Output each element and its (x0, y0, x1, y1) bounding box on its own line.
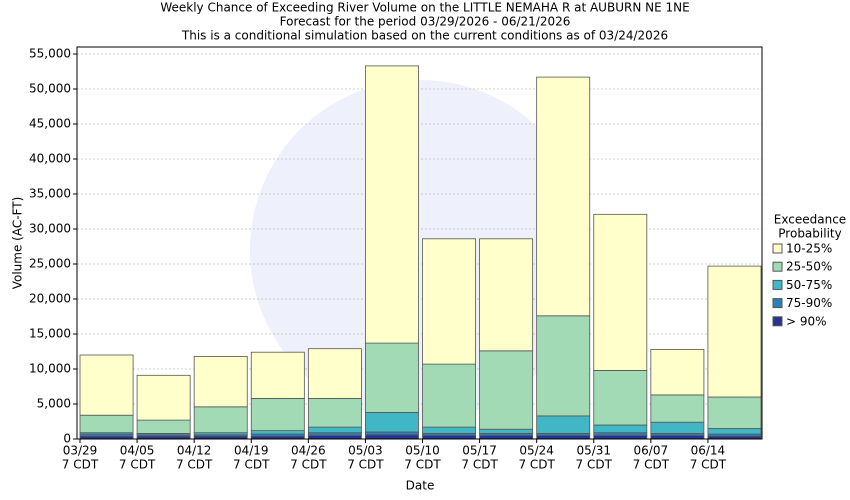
x-tick-label: 05/17 (462, 444, 497, 458)
y-tick-label: 5,000 (37, 397, 71, 411)
chart-title: Weekly Chance of Exceeding River Volume … (160, 1, 689, 15)
bar-segment (79, 414, 134, 434)
bar-segment (365, 411, 419, 433)
x-tick-label: 7 CDT (690, 458, 727, 472)
bar-segment (650, 394, 705, 423)
x-axis-label: Date (406, 479, 435, 493)
x-tick-label: 7 CDT (576, 458, 613, 472)
bar-segment (479, 435, 534, 440)
bar-segment (707, 396, 762, 429)
bar-segment (593, 432, 648, 436)
x-tick-label: 06/07 (634, 444, 669, 458)
legend-label: 10-25% (786, 242, 832, 256)
legend-swatch (772, 243, 783, 254)
bar-segment (79, 354, 134, 416)
bar-segment (593, 424, 648, 434)
bar-segment (365, 434, 419, 440)
y-tick-label: 40,000 (29, 152, 71, 166)
x-tick-label: 04/19 (234, 444, 269, 458)
legend-swatch (772, 261, 783, 272)
bar-segment (250, 351, 305, 399)
bar-segment (307, 426, 362, 434)
x-tick-label: 04/26 (291, 444, 326, 458)
legend-label: 50-75% (786, 278, 832, 292)
legend-title: Probability (778, 227, 841, 241)
bar-segment (422, 238, 476, 365)
bar-segment (422, 363, 476, 428)
x-tick-label: 05/31 (576, 444, 611, 458)
x-tick-label: 7 CDT (518, 458, 555, 472)
x-tick-label: 7 CDT (633, 458, 670, 472)
legend-label: 25-50% (786, 260, 832, 274)
y-tick-label: 10,000 (29, 362, 71, 376)
bar-segment (365, 431, 419, 436)
bar-segment (593, 213, 648, 371)
bar-segment (650, 421, 705, 434)
bar-segment (307, 348, 362, 399)
x-tick-label: 7 CDT (347, 458, 384, 472)
y-tick-label: 15,000 (29, 327, 71, 341)
bar-segment (479, 428, 534, 434)
bar-segment (193, 355, 248, 408)
bar-segment (593, 435, 648, 440)
bar-segment (650, 348, 705, 396)
bar-segment (536, 435, 591, 440)
bar-segment (365, 65, 419, 344)
x-tick-label: 06/14 (691, 444, 726, 458)
x-tick-label: 04/05 (120, 444, 155, 458)
bar-segment (707, 428, 762, 435)
bar-segment (536, 315, 591, 417)
bar-segment (536, 76, 591, 317)
bar-segment (593, 369, 648, 426)
y-tick-label: 0 (63, 432, 71, 446)
y-tick-label: 20,000 (29, 292, 71, 306)
bar-segment (479, 238, 534, 352)
x-tick-label: 7 CDT (233, 458, 270, 472)
bar-segment (365, 342, 419, 413)
bar-segment (650, 435, 705, 440)
plot-frame (76, 46, 763, 440)
x-tick-label: 04/12 (177, 444, 212, 458)
x-tick-label: 7 CDT (62, 458, 99, 472)
legend-swatch (772, 316, 783, 327)
x-tick-label: 7 CDT (404, 458, 441, 472)
bar-segment (250, 430, 305, 435)
bar-segment (136, 374, 191, 421)
legend-swatch (772, 279, 783, 290)
x-tick-label: 03/29 (63, 444, 98, 458)
bar-segment (193, 406, 248, 434)
y-tick-label: 45,000 (29, 117, 71, 131)
bar-segment (136, 419, 191, 434)
x-tick-label: 7 CDT (119, 458, 156, 472)
y-tick-label: 30,000 (29, 222, 71, 236)
y-axis-label: Volume (AC-FT) (11, 197, 25, 290)
y-tick-label: 50,000 (29, 82, 71, 96)
x-tick-label: 7 CDT (176, 458, 213, 472)
bar-segment (479, 350, 534, 430)
bar-segment (250, 397, 305, 431)
y-tick-label: 55,000 (29, 47, 71, 61)
bar-segment (707, 265, 762, 398)
x-tick-label: 05/10 (405, 444, 440, 458)
bar-segment (536, 415, 591, 434)
x-tick-label: 7 CDT (290, 458, 327, 472)
x-tick-label: 05/24 (519, 444, 554, 458)
legend-label: 75-90% (786, 296, 832, 310)
legend-label: > 90% (786, 314, 827, 328)
bar-segment (422, 426, 476, 434)
legend-title: Exceedance (774, 213, 846, 227)
bar-segment (422, 435, 476, 440)
x-tick-label: 7 CDT (461, 458, 498, 472)
chart-subtitle: Forecast for the period 03/29/2026 - 06/… (280, 15, 571, 29)
y-tick-label: 35,000 (29, 187, 71, 201)
y-tick-label: 25,000 (29, 257, 71, 271)
bar-segment (307, 397, 362, 428)
bar-segment (307, 432, 362, 436)
legend-swatch (772, 298, 783, 309)
chart-note: This is a conditional simulation based o… (181, 29, 668, 43)
bar-segment (307, 435, 362, 440)
x-tick-label: 05/03 (348, 444, 383, 458)
